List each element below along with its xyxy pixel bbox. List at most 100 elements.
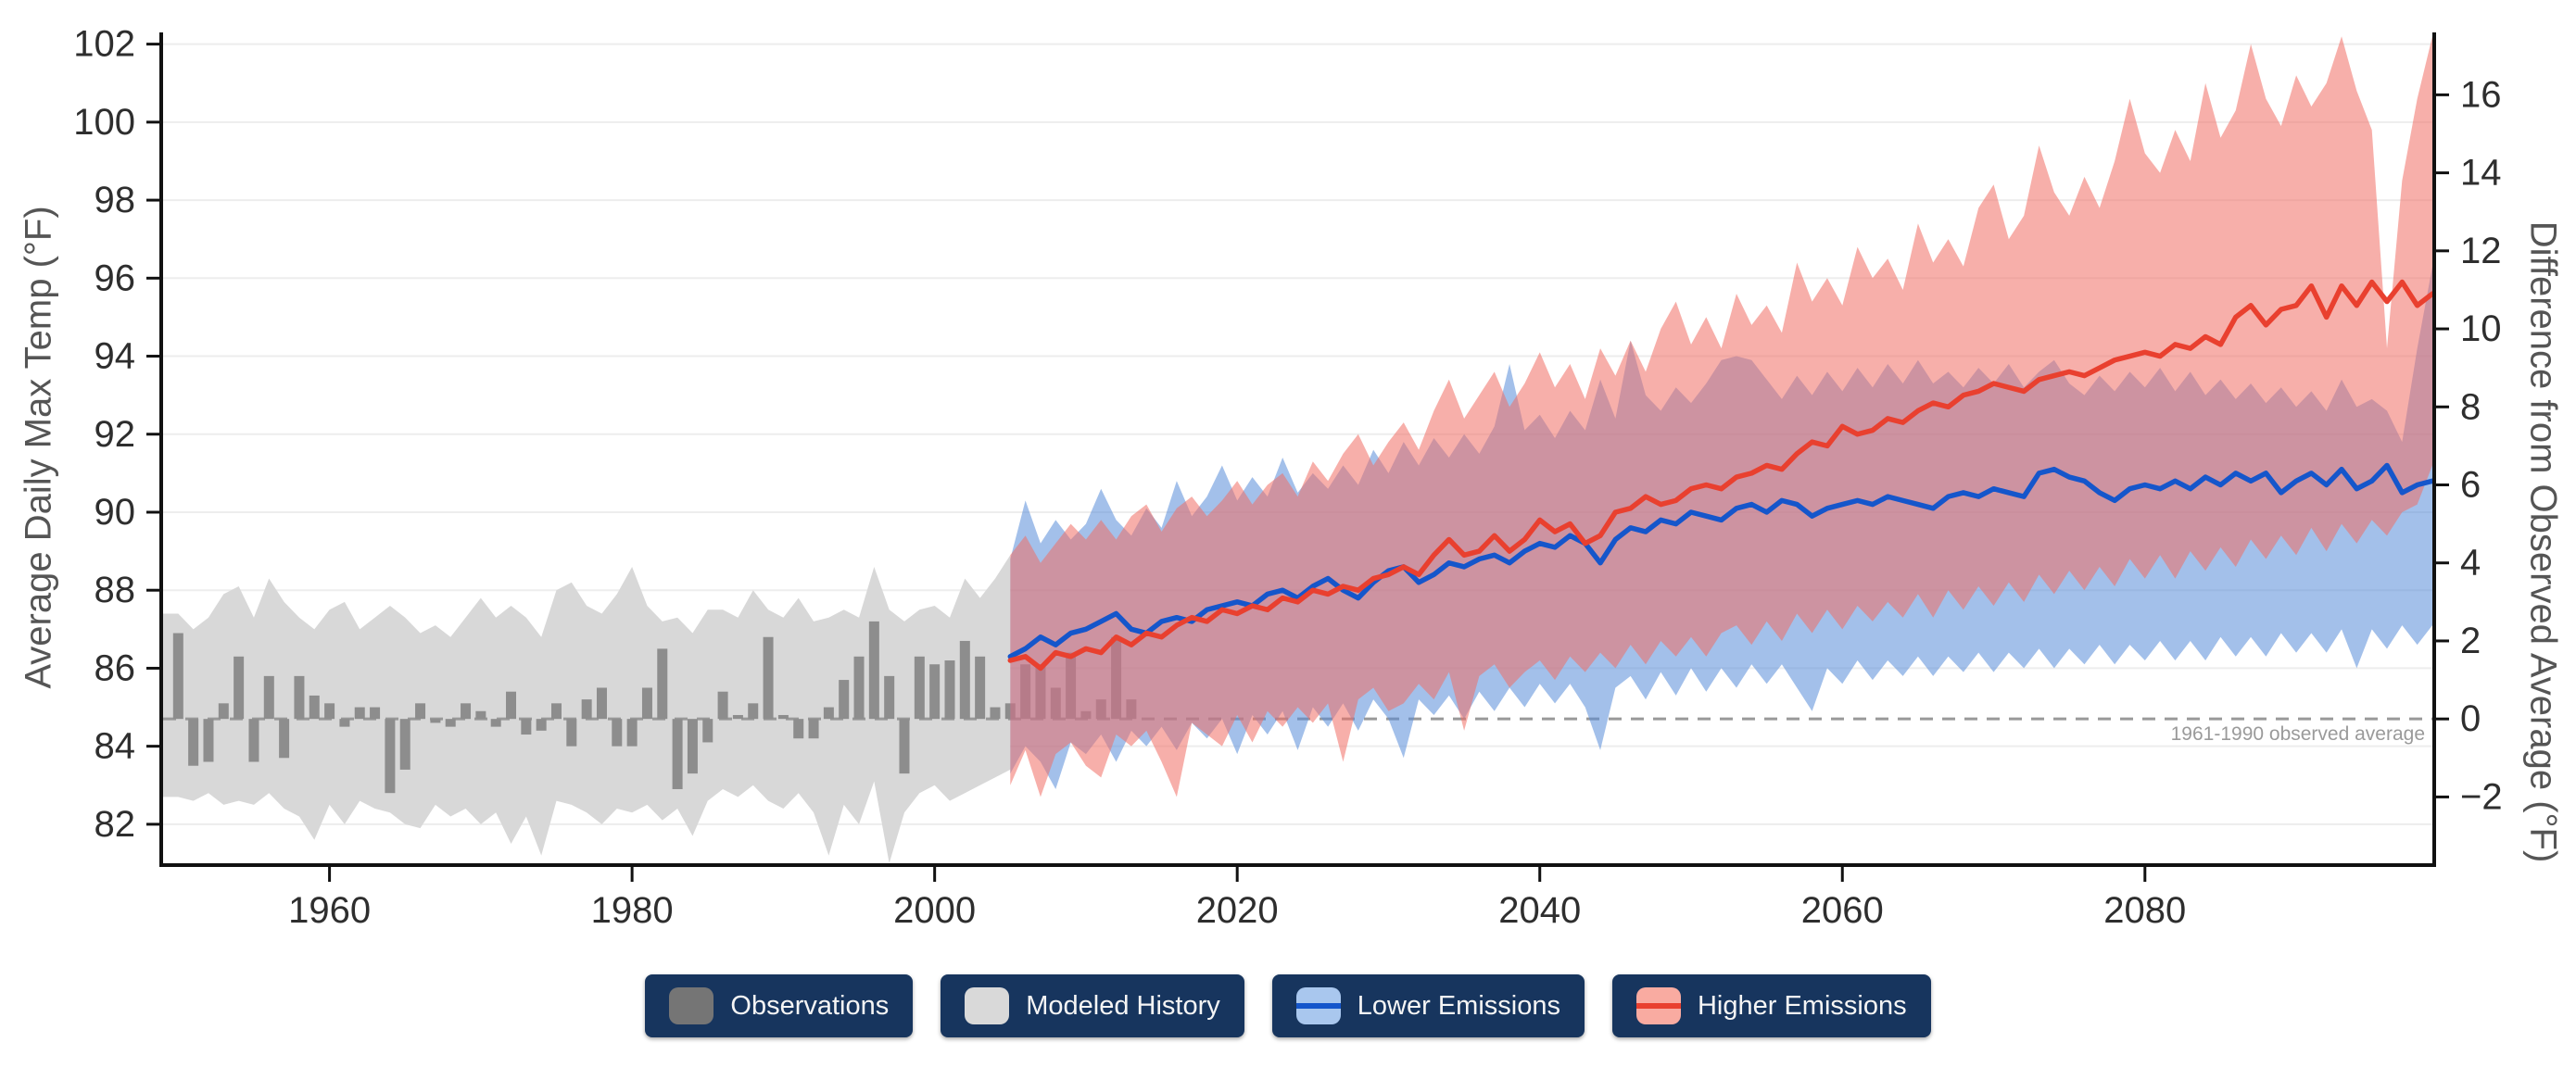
right-tick-label: 16 — [2460, 74, 2502, 115]
observation-bar — [687, 719, 698, 774]
left-tick-label: 92 — [95, 414, 136, 455]
left-tick-label: 82 — [95, 804, 136, 845]
observation-bar — [566, 719, 577, 747]
x-tick-label: 2060 — [1801, 890, 1884, 931]
observation-bar — [415, 703, 426, 720]
left-tick-label: 90 — [95, 492, 136, 533]
right-tick-label: 10 — [2460, 308, 2502, 349]
observation-bar — [748, 703, 759, 720]
observation-bar — [294, 675, 305, 720]
observation-bar — [975, 656, 986, 720]
observation-bar — [263, 675, 274, 720]
legend-label: Higher Emissions — [1697, 990, 1907, 1021]
observation-bar — [430, 719, 441, 723]
observation-bar — [324, 703, 335, 720]
observation-bar — [550, 703, 562, 720]
legend-label: Observations — [730, 990, 890, 1021]
lower-emissions-line — [1007, 462, 2432, 659]
left-tick-label: 86 — [95, 647, 136, 688]
observation-bar — [461, 703, 472, 720]
observation-bar — [490, 719, 501, 727]
observation-bar — [914, 656, 925, 720]
observation-bar — [899, 719, 910, 774]
right-tick-label: 12 — [2460, 231, 2502, 271]
observation-bar — [596, 687, 607, 720]
observation-bar — [777, 714, 789, 720]
observation-bar — [218, 703, 229, 720]
left-tick-label: 100 — [73, 102, 135, 143]
observation-bar — [234, 656, 245, 720]
observation-bar — [309, 695, 320, 720]
right-tick-label: 4 — [2460, 543, 2481, 584]
observation-bar — [793, 719, 804, 739]
x-tick-label: 2040 — [1498, 890, 1581, 931]
observation-bar — [370, 707, 381, 720]
x-tick-label: 2020 — [1196, 890, 1279, 931]
higher-emissions-line — [1007, 279, 2432, 672]
legend-label: Lower Emissions — [1357, 990, 1560, 1021]
x-tick-label: 2080 — [2103, 890, 2186, 931]
tick-labels: 82 84 86 88 90 92 94 96 98 100 102 −2 0 2 4 6 8 10 12 14 16 1… — [73, 24, 2502, 931]
observation-bar — [929, 664, 941, 720]
chart-canvas[interactable]: 82 84 86 88 90 92 94 96 98 100 102 −2 0 2 4 6 8 10 12 14 16 1… — [0, 0, 2576, 945]
observation-bar — [521, 719, 532, 735]
observation-bar — [990, 707, 1001, 720]
lower-emissions-swatch-icon — [1295, 987, 1341, 1024]
observation-bar — [823, 707, 834, 720]
observation-bar — [445, 719, 456, 727]
observation-bar — [808, 719, 819, 739]
right-tick-label: 6 — [2460, 465, 2481, 506]
right-tick-label: 8 — [2460, 386, 2481, 427]
observation-bar — [385, 719, 396, 794]
observation-bar — [868, 621, 879, 720]
legend-button-higher-emissions[interactable]: Higher Emissions — [1611, 974, 1931, 1037]
right-tick-label: 14 — [2460, 153, 2502, 194]
legend-button-modeled-history[interactable]: Modeled History — [941, 974, 1244, 1037]
observation-bar — [188, 719, 199, 766]
observation-bar — [399, 719, 410, 770]
observations-swatch-icon — [669, 987, 714, 1024]
observation-bar — [203, 719, 214, 762]
observation-bar — [839, 680, 850, 720]
left-tick-label: 98 — [95, 180, 136, 220]
observation-bar — [172, 633, 183, 720]
observation-bar — [475, 710, 486, 720]
left-tick-label: 84 — [95, 726, 136, 767]
observation-bar — [944, 660, 955, 720]
observation-bar — [959, 640, 970, 720]
left-tick-label: 94 — [95, 336, 136, 377]
legend: Observations Modeled History Lower Emiss… — [0, 974, 2576, 1037]
left-tick-label: 88 — [95, 570, 136, 610]
modeled-history-swatch-icon — [965, 987, 1010, 1024]
observation-bar — [702, 719, 713, 743]
observation-bar — [581, 699, 592, 720]
observation-bar — [853, 656, 865, 720]
legend-button-lower-emissions[interactable]: Lower Emissions — [1271, 974, 1585, 1037]
baseline-annotation: 1961-1990 observed average — [2170, 723, 2425, 745]
x-tick-label: 1960 — [288, 890, 371, 931]
tick-marks — [146, 43, 2449, 882]
observation-bar — [657, 648, 668, 720]
observation-bar — [732, 714, 743, 720]
observation-bar — [641, 687, 652, 720]
observation-bar — [536, 719, 547, 731]
x-tick-label: 2000 — [893, 890, 976, 931]
observation-bar — [248, 719, 259, 762]
observation-bar — [354, 707, 365, 720]
axes — [159, 32, 2436, 867]
legend-button-observations[interactable]: Observations — [645, 974, 914, 1037]
x-tick-label: 1980 — [591, 890, 674, 931]
legend-label: Modeled History — [1026, 990, 1220, 1021]
right-tick-label: 2 — [2460, 621, 2481, 661]
observation-bar — [339, 719, 350, 727]
higher-emissions-swatch-icon — [1635, 987, 1681, 1024]
observation-bar — [672, 719, 683, 789]
observation-bar — [884, 675, 895, 720]
left-tick-label: 96 — [95, 257, 136, 298]
observation-bar — [717, 691, 728, 720]
observation-bar — [763, 636, 774, 720]
observation-bar — [612, 719, 623, 747]
observation-bar — [626, 719, 638, 747]
right-tick-label: 0 — [2460, 698, 2481, 739]
